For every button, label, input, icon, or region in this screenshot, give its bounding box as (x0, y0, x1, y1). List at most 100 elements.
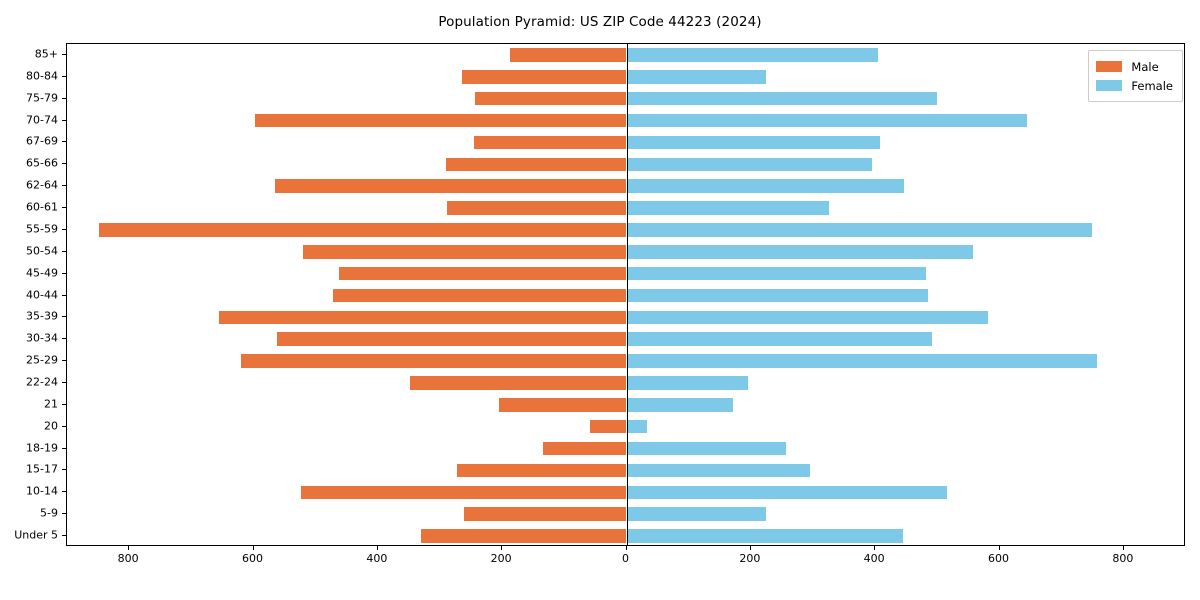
legend-swatch-icon (1096, 61, 1123, 72)
bar-male (542, 441, 627, 456)
x-axis-tick-label: 0 (622, 552, 629, 565)
bar-male (338, 266, 627, 281)
bar-female (626, 419, 647, 434)
bar-male (300, 485, 627, 500)
y-axis-tick-mark (62, 53, 66, 55)
bar-row (67, 485, 1184, 500)
y-axis-tick-label: 25-29 (26, 353, 58, 367)
bar-female (626, 376, 749, 390)
y-axis-tick-mark (62, 535, 66, 537)
bar-male (275, 179, 627, 193)
bar-female (626, 244, 973, 259)
x-axis-tick-mark (749, 546, 751, 550)
y-axis-tick-label: 45-49 (26, 266, 58, 280)
y-axis-tick-mark (62, 185, 66, 187)
x-axis-tick-label: 600 (988, 552, 1009, 565)
bar-male (446, 157, 627, 172)
bar-female (626, 332, 933, 346)
bar-row (67, 288, 1184, 303)
y-axis-tick-mark (62, 381, 66, 383)
y-axis-tick-label: 18-19 (26, 441, 58, 455)
y-axis-tick-mark (62, 513, 66, 515)
bar-female (626, 485, 947, 500)
y-axis-tick-label: Under 5 (14, 528, 58, 542)
legend-entry[interactable]: Female (1096, 76, 1173, 95)
bar-male (410, 376, 627, 390)
y-axis-tick-label: 22-24 (26, 375, 58, 389)
y-axis-tick-label: 50-54 (26, 244, 58, 258)
bar-row (67, 419, 1184, 434)
y-axis-tick-label: 85+ (34, 47, 58, 61)
y-axis-tick-mark (62, 207, 66, 209)
bar-row (67, 463, 1184, 478)
bar-row (67, 266, 1184, 281)
x-axis-tick-mark (501, 546, 503, 550)
bar-female (626, 529, 904, 543)
bar-male (510, 48, 627, 62)
y-axis-tick-label: 40-44 (26, 288, 58, 301)
bar-male (421, 529, 627, 543)
bar-female (626, 48, 879, 62)
legend-entry[interactable]: Male (1096, 57, 1173, 76)
bar-male (457, 463, 627, 478)
x-axis-tick-mark (625, 546, 627, 550)
x-axis-tick-label: 800 (117, 552, 139, 565)
y-axis-tick-label: 70-74 (26, 113, 58, 127)
y-axis-tick-mark (62, 360, 66, 362)
bar-row (67, 223, 1184, 237)
legend-label: Female (1131, 78, 1173, 93)
bar-row (67, 398, 1184, 412)
bar-male (461, 70, 627, 84)
y-axis-tick-label: 21 (44, 397, 58, 411)
bar-row (67, 135, 1184, 150)
y-axis-tick-mark (62, 469, 66, 471)
y-axis-tick-mark (62, 338, 66, 340)
x-axis-tick-mark (376, 546, 378, 550)
bar-row (67, 310, 1184, 325)
y-axis-tick-label: 75-79 (26, 91, 58, 105)
bar-female (626, 288, 928, 303)
bar-female (626, 223, 1092, 237)
y-axis-tick-mark (62, 141, 66, 143)
y-axis-tick-labels: 85+ 80-84 75-79 70-74 67-69 65-66 62-64 60-61 55… (0, 43, 58, 546)
bar-male (473, 135, 627, 150)
x-axis-tick-label: 600 (242, 552, 263, 565)
bar-row (67, 332, 1184, 346)
bar-female (626, 179, 905, 193)
y-axis-tick-mark (62, 491, 66, 493)
page-title: Population Pyramid: US ZIP Code 44223 (2… (438, 14, 762, 30)
bar-row (67, 244, 1184, 259)
x-axis-tick-label: 800 (1112, 552, 1134, 565)
y-axis-tick-label: 30-34 (26, 331, 58, 345)
y-axis-tick-label: 10-14 (26, 484, 58, 498)
bar-female (626, 507, 767, 521)
bar-row (67, 113, 1184, 128)
x-axis-tick-mark (998, 546, 1000, 550)
bar-male (303, 244, 627, 259)
bar-male (254, 113, 627, 128)
y-axis-tick-label: 65-66 (26, 156, 58, 170)
bar-male (447, 201, 627, 215)
y-axis-tick-label: 60-61 (26, 200, 58, 214)
bar-row (67, 70, 1184, 84)
bars-layer (67, 44, 1184, 545)
bar-row (67, 179, 1184, 193)
bar-male (590, 419, 627, 434)
bar-row (67, 441, 1184, 456)
bar-row (67, 376, 1184, 390)
bar-male (499, 398, 627, 412)
y-axis-tick-label: 80-84 (26, 69, 58, 83)
y-axis-tick-mark (62, 425, 66, 427)
bar-row (67, 201, 1184, 215)
x-axis-tick-marks (66, 546, 1185, 550)
bar-female (626, 398, 734, 412)
bar-female (626, 113, 1028, 128)
x-axis-tick-label: 200 (739, 552, 761, 565)
y-axis-tick-mark (62, 294, 66, 296)
x-axis-tick-label: 200 (490, 552, 512, 565)
bar-female (626, 441, 787, 456)
x-axis-tick-mark (252, 546, 254, 550)
bar-male (98, 223, 627, 237)
bar-male (463, 507, 627, 521)
bar-row (67, 507, 1184, 521)
